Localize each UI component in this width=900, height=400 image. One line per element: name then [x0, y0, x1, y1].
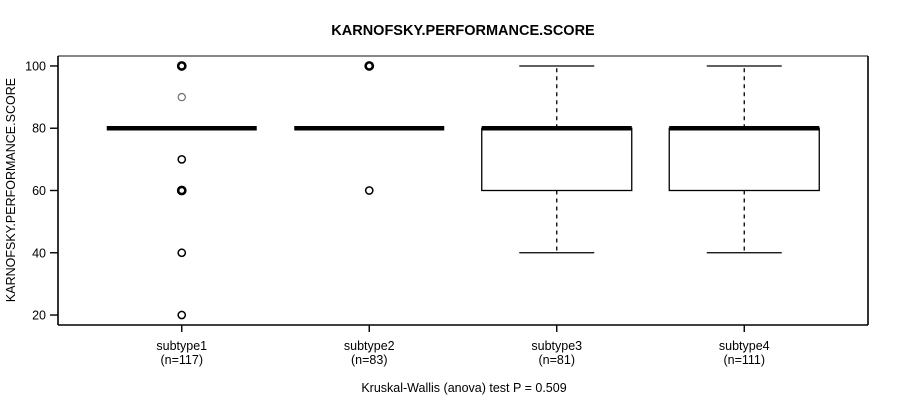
group-count-label: (n=83) [351, 353, 387, 367]
group-label: subtype3 [531, 339, 582, 353]
group-count-label: (n=81) [539, 353, 575, 367]
y-axis-title: KARNOFSKY.PERFORMANCE.SCORE [4, 78, 18, 302]
y-tick-label: 40 [32, 246, 46, 260]
y-tick-label: 80 [32, 122, 46, 136]
outlier-point [177, 92, 186, 102]
y-tick-label: 100 [25, 59, 46, 73]
outlier-point [176, 185, 187, 196]
y-tick-label: 60 [32, 184, 46, 198]
group-label: subtype1 [156, 339, 207, 353]
chart-title: KARNOFSKY.PERFORMANCE.SCORE [331, 23, 595, 39]
iqr-box [481, 127, 633, 192]
outlier-point [364, 61, 375, 71]
iqr-box [668, 127, 820, 192]
group-count-label: (n=117) [160, 353, 203, 367]
plot-area: 20 40 60 80 100 subtype1(n=117) subtype2(n=83)… [25, 55, 869, 367]
y-tick-label: 20 [32, 309, 46, 323]
outlier-point [177, 310, 187, 320]
outlier-point [177, 248, 187, 258]
outlier-point [177, 155, 187, 164]
outlier-point [364, 186, 374, 195]
group-label: subtype4 [719, 339, 770, 353]
group-label: subtype2 [344, 339, 395, 353]
group-count-label: (n=111) [723, 353, 765, 367]
outlier-point [176, 61, 187, 71]
caption-kruskal-wallis: Kruskal-Wallis (anova) test P = 0.509 [361, 381, 566, 395]
